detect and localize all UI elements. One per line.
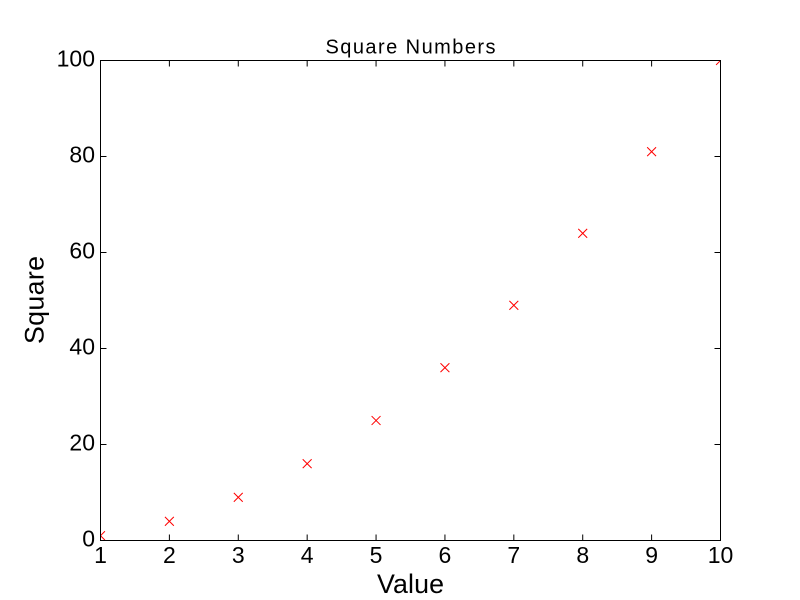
svg-text:Square Numbers: Square Numbers bbox=[326, 37, 496, 59]
svg-text:10: 10 bbox=[708, 542, 734, 568]
svg-text:6: 6 bbox=[439, 542, 452, 568]
svg-text:7: 7 bbox=[507, 542, 520, 568]
svg-text:20: 20 bbox=[69, 430, 95, 456]
svg-text:40: 40 bbox=[69, 334, 95, 360]
svg-text:Value: Value bbox=[377, 569, 444, 599]
svg-text:0: 0 bbox=[82, 526, 95, 552]
svg-text:5: 5 bbox=[370, 542, 383, 568]
svg-text:80: 80 bbox=[69, 142, 95, 168]
svg-text:Square: Square bbox=[20, 256, 50, 344]
svg-text:3: 3 bbox=[232, 542, 245, 568]
svg-text:4: 4 bbox=[301, 542, 314, 568]
svg-text:9: 9 bbox=[645, 542, 658, 568]
svg-text:1: 1 bbox=[94, 542, 107, 568]
svg-text:100: 100 bbox=[57, 46, 95, 72]
svg-text:8: 8 bbox=[576, 542, 589, 568]
svg-text:2: 2 bbox=[163, 542, 176, 568]
svg-text:60: 60 bbox=[69, 238, 95, 264]
